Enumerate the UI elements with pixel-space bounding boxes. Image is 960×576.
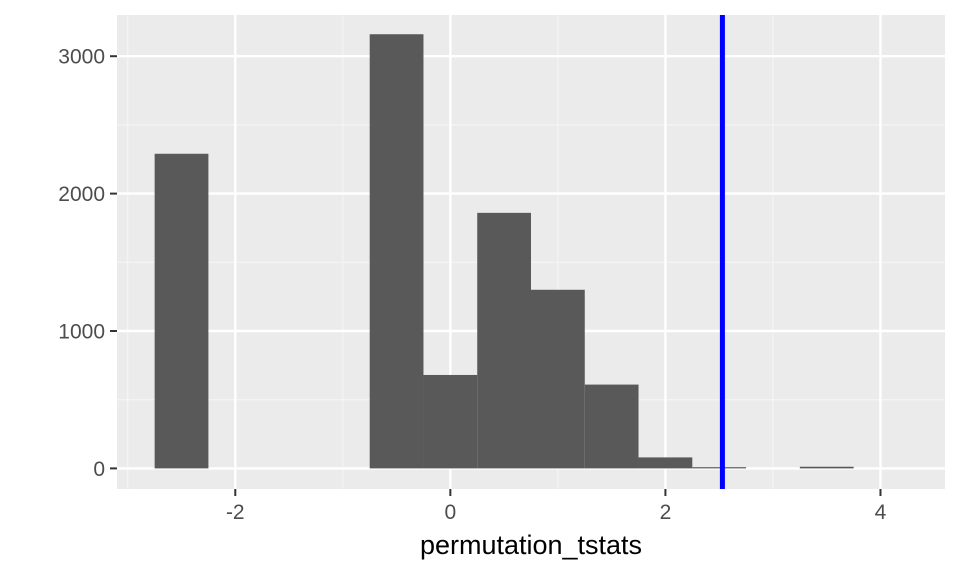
histogram-bar <box>531 289 585 469</box>
histogram-bars <box>154 34 854 469</box>
y-tick-label: 3000 <box>58 46 105 69</box>
y-tick-label: 1000 <box>58 321 105 344</box>
histogram-bar <box>369 34 424 469</box>
histogram-bar <box>584 384 639 469</box>
y-tick-label: 2000 <box>58 183 105 206</box>
histogram-bar <box>799 466 854 469</box>
x-tick-label: 2 <box>660 501 672 524</box>
histogram-bar <box>477 212 531 469</box>
histogram-bar <box>154 153 209 469</box>
histogram-bar <box>423 374 478 469</box>
histogram-bar <box>638 457 693 469</box>
y-axis: 0 1000 2000 3000 <box>58 46 117 481</box>
x-tick-label: 4 <box>875 501 887 524</box>
x-axis: -2 0 2 4 <box>226 489 887 524</box>
x-tick-label: 0 <box>445 501 457 524</box>
histogram-bar <box>692 467 747 469</box>
x-axis-title: permutation_tstats <box>420 530 642 560</box>
x-tick-label: -2 <box>226 501 245 524</box>
y-tick-label: 0 <box>93 458 105 481</box>
